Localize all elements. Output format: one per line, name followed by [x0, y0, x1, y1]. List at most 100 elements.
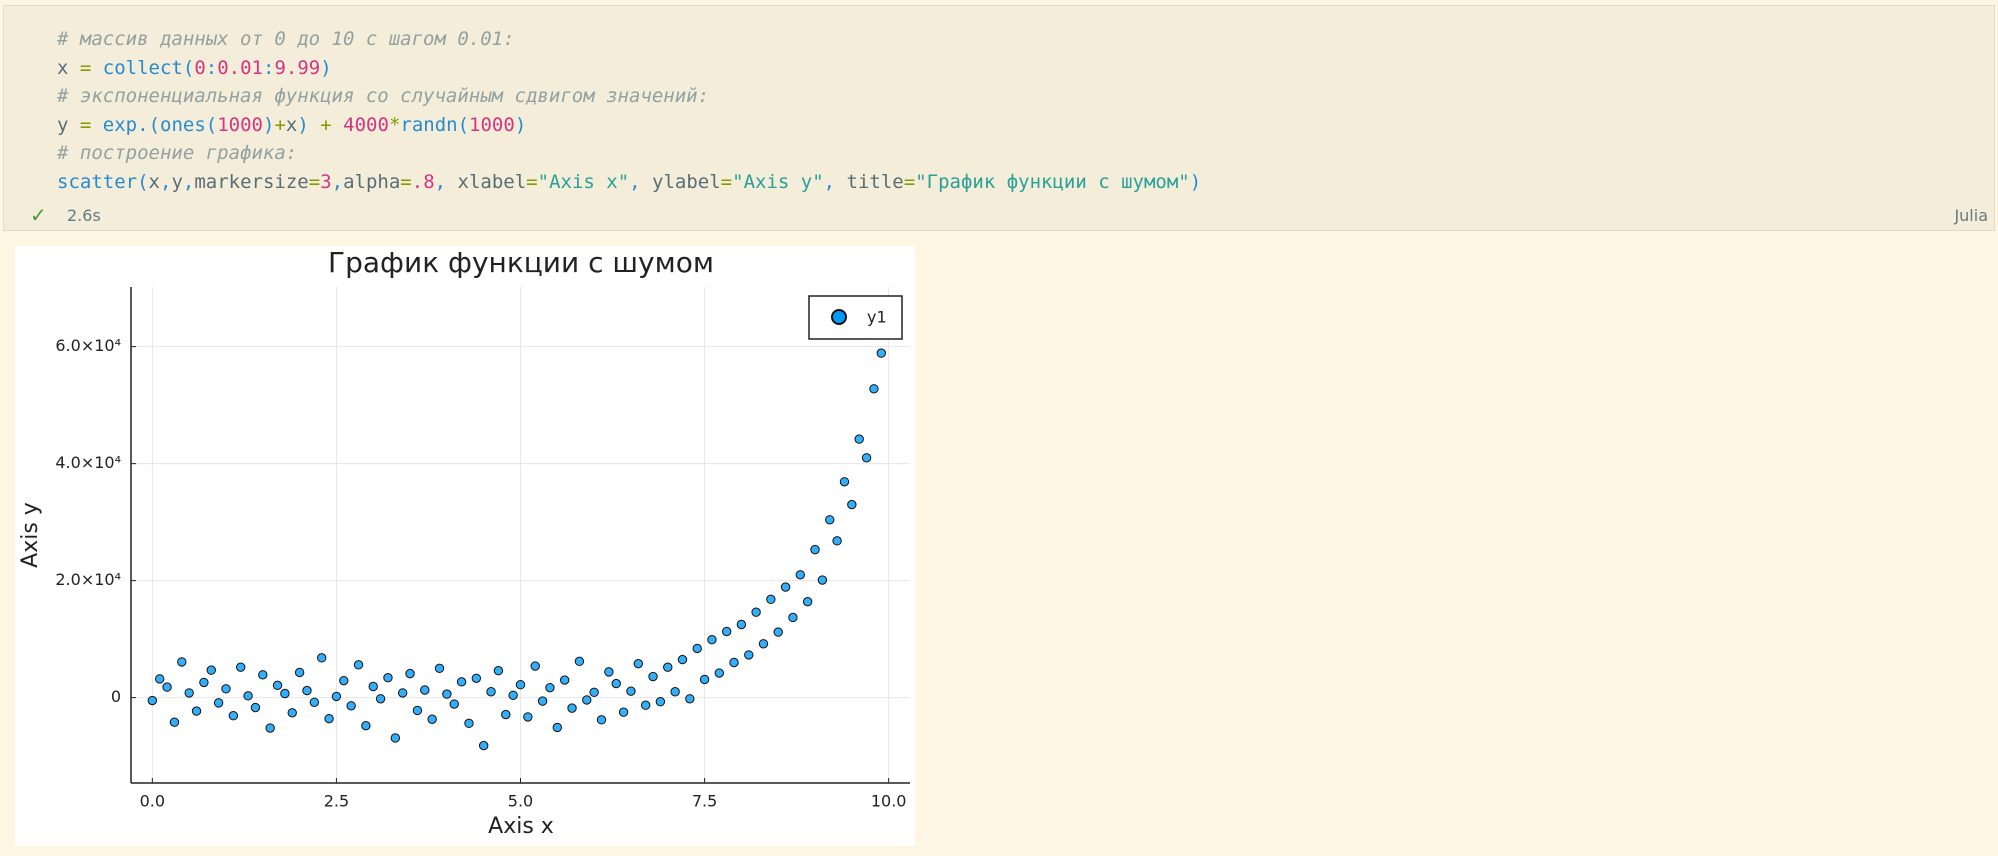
- x-tick-label: 10.0: [871, 792, 907, 811]
- point: [361, 720, 371, 731]
- point: [692, 643, 702, 654]
- point: [228, 711, 239, 721]
- point: [213, 698, 224, 708]
- point: [169, 717, 180, 727]
- code-token: (: [148, 114, 161, 136]
- code-line: # построение графика:: [57, 142, 297, 164]
- point: [626, 686, 636, 696]
- code-token: ): [1189, 171, 1202, 193]
- language[interactable]: Julia: [1954, 206, 1988, 225]
- x-tick-label: 7.5: [692, 792, 717, 811]
- code-token: markersize: [194, 171, 309, 193]
- code-token: y: [57, 114, 80, 136]
- point: [501, 709, 511, 720]
- code-token: x: [57, 57, 80, 79]
- point: [250, 702, 261, 713]
- point: [243, 691, 253, 701]
- duration: 2.6s: [67, 206, 101, 225]
- point: [397, 688, 408, 698]
- point: [714, 668, 724, 678]
- point: [699, 674, 710, 685]
- code-token: randn: [400, 114, 458, 136]
- point: [729, 657, 739, 668]
- code-token: 9.99: [274, 57, 321, 79]
- code-token: (: [137, 171, 149, 193]
- point: [287, 708, 297, 718]
- code-token: [332, 114, 343, 136]
- y-tick-label: 0: [111, 687, 121, 706]
- point: [236, 662, 246, 672]
- chart-title: График функции с шумом: [328, 246, 714, 279]
- point: [383, 673, 393, 683]
- point: [795, 570, 805, 580]
- point: [258, 670, 268, 680]
- point: [810, 544, 820, 555]
- point: [191, 706, 202, 716]
- code-line: # массив данных от 0 до 10 с шагом 0.01:: [57, 28, 515, 50]
- point: [869, 384, 879, 394]
- code-token: =: [400, 171, 412, 193]
- point: [640, 700, 651, 710]
- code-token: # экспоненциальная функция со случайным …: [57, 85, 710, 107]
- code-token: xlabel: [446, 171, 527, 193]
- point: [847, 499, 857, 510]
- point: [596, 715, 607, 725]
- code-token: +: [320, 114, 332, 136]
- point: [456, 677, 467, 687]
- legend-marker: [831, 309, 847, 325]
- code-token: 4000: [343, 114, 389, 136]
- code-token: "Axis y": [732, 171, 824, 193]
- legend-box: [808, 295, 903, 340]
- point: [302, 685, 312, 696]
- point: [589, 687, 599, 698]
- code-token: [91, 114, 102, 136]
- code-token: =: [903, 171, 916, 193]
- point: [471, 673, 482, 684]
- code-token: title: [835, 171, 904, 193]
- point: [604, 667, 614, 677]
- point: [677, 654, 688, 665]
- code-token: 1000: [469, 114, 515, 136]
- code-token: ,: [629, 171, 641, 193]
- code-token: ): [263, 114, 275, 136]
- point: [353, 660, 364, 670]
- point: [736, 619, 747, 630]
- code-token: ): [320, 57, 332, 79]
- point: [825, 515, 835, 525]
- code-token: 1000: [217, 114, 263, 136]
- code-token: (: [205, 114, 218, 136]
- y-tick-label: 4.0×10⁴: [55, 453, 121, 472]
- x-tick-label: 5.0: [508, 792, 533, 811]
- code-token: x: [285, 114, 298, 136]
- point: [272, 680, 283, 691]
- code-token: 0: [194, 57, 206, 79]
- code-token: ,: [159, 171, 172, 193]
- code-line: x = collect(0:0.01:9.99): [57, 57, 332, 79]
- point: [199, 677, 209, 688]
- x-tick-label: 2.5: [324, 792, 349, 811]
- point: [515, 680, 526, 690]
- y-tick-label: 2.0×10⁴: [55, 570, 121, 589]
- chart: График функции с шумом Axis x Axis y 0.0…: [18, 246, 910, 839]
- code-cell[interactable]: # массив данных от 0 до 10 с шагом 0.01:…: [3, 5, 1995, 231]
- point: [758, 639, 769, 649]
- code-token: (: [182, 57, 195, 79]
- point: [405, 668, 415, 679]
- code-token: ,: [182, 171, 195, 193]
- point: [464, 718, 474, 729]
- point: [420, 685, 430, 695]
- code-token: x: [148, 171, 160, 193]
- point: [611, 678, 621, 689]
- point: [876, 348, 886, 358]
- legend-label: y1: [867, 308, 887, 327]
- point: [744, 650, 754, 660]
- point: [368, 681, 378, 692]
- point: [523, 712, 533, 722]
- y-tick-label: 6.0×10⁴: [55, 336, 121, 355]
- point: [309, 697, 320, 707]
- x-tick-label: 0.0: [140, 792, 165, 811]
- code-token: # массив данных от 0 до 10 с шагом 0.01:: [57, 28, 515, 50]
- code-token: "Axis x": [537, 171, 630, 193]
- point: [854, 434, 864, 444]
- point: [442, 689, 452, 699]
